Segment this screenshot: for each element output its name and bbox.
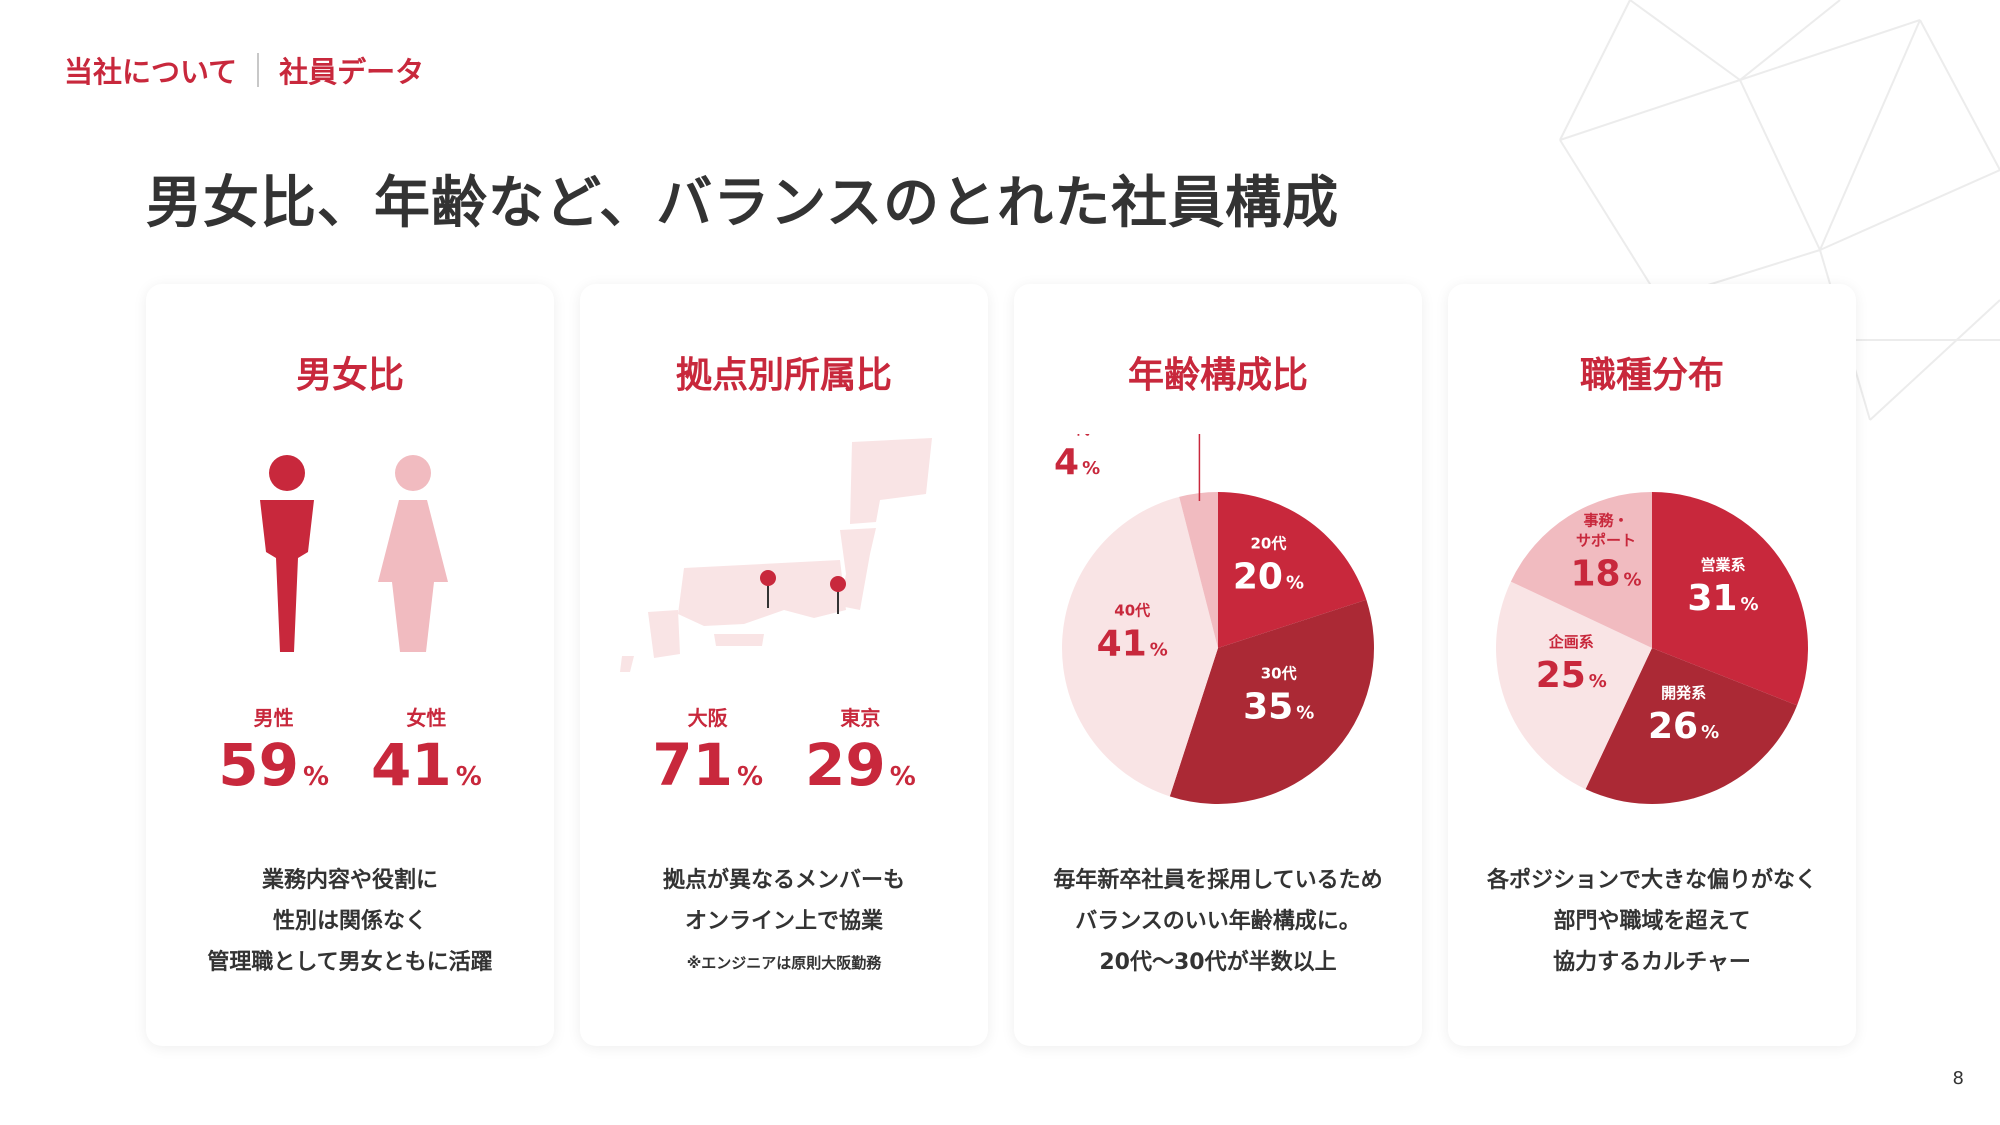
stat-value: 41 bbox=[371, 731, 452, 799]
breadcrumb-section: 当社について bbox=[64, 55, 238, 89]
japan-map-icon bbox=[620, 438, 932, 672]
page-title: 男女比、年齢など、バランスのとれた社員構成 bbox=[146, 171, 1340, 236]
pie-slice bbox=[1510, 492, 1652, 648]
description-line: 部門や職域を超えて bbox=[1553, 909, 1751, 934]
stat-label: 男性 bbox=[253, 706, 294, 730]
pie-slice bbox=[1179, 492, 1218, 648]
stat-male: 男性 59% bbox=[218, 702, 329, 796]
description-line: 協力するカルチャー bbox=[1553, 950, 1751, 975]
pie-slice-label: 営業系 bbox=[1700, 556, 1745, 574]
tokyo-pin-icon bbox=[830, 576, 846, 614]
stat-unit: % bbox=[302, 762, 329, 792]
age-description: 毎年新卒社員を採用しているため バランスのいい年齢構成に。 20代〜30代が半数… bbox=[1014, 860, 1422, 983]
description-line: 20代〜30代が半数以上 bbox=[1099, 950, 1337, 975]
breadcrumb-divider bbox=[257, 53, 260, 87]
location-card: 拠点別所属比 大阪 71% 東京 29% 拠点が異なるメンバーも bbox=[580, 284, 988, 1046]
pie-slice bbox=[1585, 648, 1798, 804]
pie-slice-label: 50代 bbox=[1054, 434, 1090, 438]
location-note: ※エンジニアは原則大阪勤務 bbox=[686, 954, 882, 972]
pie-slice-label: サポート bbox=[1576, 532, 1636, 550]
description-line: 性別は関係なく bbox=[272, 909, 427, 934]
pie-slice-label: 開発系 bbox=[1661, 684, 1706, 702]
pie-slice-value: 4% bbox=[1054, 442, 1100, 483]
stat-value: 71 bbox=[652, 731, 733, 799]
breadcrumb: 当社について 社員データ bbox=[64, 50, 424, 90]
description-line: 管理職として男女ともに活躍 bbox=[207, 950, 493, 975]
stat-label: 東京 bbox=[840, 706, 881, 730]
pie-slice bbox=[1062, 496, 1218, 797]
gender-description: 業務内容や役割に 性別は関係なく 管理職として男女ともに活躍 bbox=[146, 860, 554, 983]
pie-slice bbox=[1496, 581, 1652, 790]
stat-osaka: 大阪 71% bbox=[652, 702, 763, 796]
stat-tokyo: 東京 29% bbox=[805, 702, 916, 796]
description-line: オンライン上で協業 bbox=[684, 909, 883, 934]
location-card-title: 拠点別所属比 bbox=[675, 355, 892, 396]
location-stats: 大阪 71% 東京 29% bbox=[580, 702, 988, 796]
breadcrumb-page: 社員データ bbox=[279, 55, 425, 89]
pie-slice-label: 30代 bbox=[1261, 665, 1297, 683]
stat-label: 大阪 bbox=[687, 706, 728, 730]
description-line: バランスのいい年齢構成に。 bbox=[1075, 909, 1361, 934]
stat-unit: % bbox=[736, 762, 763, 792]
stat-value: 59 bbox=[218, 731, 299, 799]
gender-card: 男女比 男性 59% 女性 41% 業務内容や役割に 性別は関係なく 管理職とし… bbox=[146, 284, 554, 1046]
page-number: 8 bbox=[1952, 1068, 1964, 1089]
location-description: 拠点が異なるメンバーも オンライン上で協業 ※エンジニアは原則大阪勤務 bbox=[580, 860, 988, 973]
pie-slice bbox=[1169, 599, 1374, 804]
stat-female: 女性 41% bbox=[371, 702, 482, 796]
gender-card-title: 男女比 bbox=[295, 355, 404, 396]
gender-figures-icon bbox=[260, 455, 448, 652]
stat-label: 女性 bbox=[406, 706, 447, 730]
pie-slice-label: 事務・ bbox=[1584, 512, 1629, 530]
description-line: 業務内容や役割に bbox=[261, 868, 438, 893]
stat-unit: % bbox=[455, 762, 482, 792]
pie-slice bbox=[1652, 492, 1809, 706]
stat-value: 29 bbox=[805, 731, 886, 799]
description-line: 毎年新卒社員を採用しているため bbox=[1053, 868, 1383, 893]
description-line: 各ポジションで大きな偏りがなく bbox=[1486, 868, 1817, 893]
stat-unit: % bbox=[889, 762, 916, 792]
pie-slice bbox=[1218, 492, 1367, 648]
male-figure-icon bbox=[260, 455, 314, 652]
job-description: 各ポジションで大きな偏りがなく 部門や職域を超えて 協力するカルチャー bbox=[1448, 860, 1856, 983]
age-card-title: 年齢構成比 bbox=[1127, 355, 1308, 396]
gender-stats: 男性 59% 女性 41% bbox=[146, 702, 554, 796]
pie-leader-line bbox=[1198, 434, 1201, 501]
job-card-title: 職種分布 bbox=[1579, 355, 1724, 396]
job-card: 職種分布 営業系 31% 開発系 26% 企画系 25% 事務・ サポート 18% 各ポジション… bbox=[1448, 284, 1856, 1046]
description-line: 拠点が異なるメンバーも bbox=[662, 868, 905, 893]
pie-slice-label: 20代 bbox=[1250, 535, 1286, 553]
pie-slice-label: 40代 bbox=[1114, 601, 1150, 619]
pie-slice-label: 企画系 bbox=[1548, 633, 1594, 651]
female-figure-icon bbox=[378, 455, 448, 652]
osaka-pin-icon bbox=[760, 570, 776, 608]
